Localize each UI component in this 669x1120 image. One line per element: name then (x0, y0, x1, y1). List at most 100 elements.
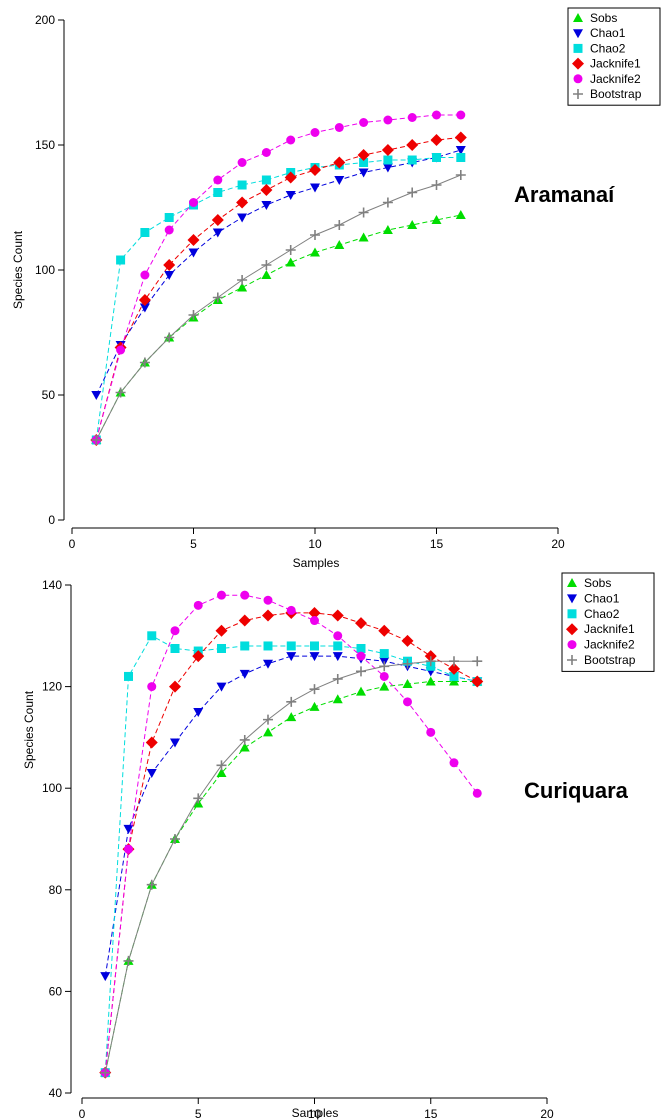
chart-aramanai-legend-label: Sobs (590, 11, 617, 25)
chart-curiquara-point-chao1 (263, 659, 273, 669)
chart-curiquara-point-chao2 (449, 671, 459, 681)
chart-aramanai-series-jacknife2 (91, 110, 466, 445)
chart-curiquara-legend-box (561, 572, 655, 672)
chart-curiquara-point-sobs (263, 727, 273, 737)
chart-curiquara-point-bootstrap (286, 696, 297, 707)
chart-aramanai-series-bootstrap (91, 170, 466, 445)
chart-curiquara-point-jacknife1 (238, 614, 251, 627)
chart-curiquara-x-tick-label: 5 (195, 1107, 202, 1120)
chart-curiquara-point-chao2 (240, 641, 250, 651)
chart-curiquara-point-bootstrap (356, 666, 366, 677)
chart-curiquara-point-bootstrap (472, 656, 483, 667)
chart-aramanai-point-sobs (358, 232, 369, 242)
chart-curiquara-site-label: Curiquara (524, 778, 629, 803)
chart-aramanai-point-chao2 (383, 155, 393, 165)
chart-aramanai-point-chao2 (140, 228, 150, 237)
chart-curiquara-point-bootstrap (239, 734, 250, 745)
chart-aramanai-point-jacknife2 (237, 158, 247, 167)
chart-aramanai-line-chao1 (95, 149, 461, 396)
chart-aramanai-point-chao2 (237, 180, 247, 190)
chart-aramanai-point-chao1 (382, 163, 393, 173)
chart-curiquara-y-tick-label: 80 (49, 883, 63, 897)
chart-curiquara-point-bootstrap (146, 879, 157, 890)
chart-curiquara-point-chao2 (286, 641, 296, 651)
chart-aramanai: 0 50 100 150 200 0 5 10 15 20 Samples Species Cou… (11, 7, 661, 570)
chart-curiquara-legend-marker (566, 623, 578, 636)
chart-curiquara-point-jacknife2 (333, 631, 343, 641)
chart-curiquara-point-jacknife2 (449, 758, 459, 768)
chart-aramanai-point-jacknife2 (261, 148, 271, 157)
chart-aramanai-point-jacknife1 (163, 259, 176, 271)
chart-aramanai-point-chao2 (359, 158, 369, 167)
chart-aramanai-point-jacknife2 (334, 123, 344, 132)
chart-aramanai-point-chao2 (407, 155, 417, 165)
chart-aramanai-point-sobs (455, 210, 466, 219)
chart-aramanai-point-chao1 (310, 183, 320, 193)
chart-curiquara-point-jacknife2 (356, 651, 366, 661)
chart-curiquara-x-tick-label: 20 (540, 1107, 554, 1120)
chart-curiquara-point-jacknife2 (170, 626, 180, 636)
chart-aramanai-point-jacknife1 (309, 164, 321, 176)
chart-curiquara-point-bootstrap (100, 1067, 111, 1078)
chart-aramanai-point-jacknife2 (286, 135, 296, 145)
chart-aramanai-y-tick-label: 50 (42, 388, 56, 402)
chart-curiquara-point-bootstrap (379, 661, 390, 672)
chart-aramanai-point-chao2 (456, 153, 466, 162)
chart-aramanai-point-bootstrap (285, 245, 296, 255)
chart-aramanai-legend-box (567, 7, 661, 106)
chart-aramanai-point-chao1 (285, 191, 296, 200)
chart-curiquara-line-bootstrap (104, 660, 478, 1073)
chart-curiquara-point-jacknife1 (331, 609, 344, 622)
chart-aramanai-y-tick-label: 150 (35, 138, 55, 152)
chart-curiquara-legend-marker (567, 609, 577, 619)
chart-curiquara-line-jacknife1 (104, 612, 478, 1073)
chart-aramanai-point-chao2 (261, 175, 271, 185)
chart-aramanai-x-tick-label: 10 (308, 537, 322, 551)
chart-aramanai-point-bootstrap (407, 187, 418, 198)
chart-aramanai-legend-marker (572, 57, 584, 70)
chart-aramanai-point-chao1 (188, 248, 199, 258)
chart-aramanai-point-chao1 (164, 271, 175, 280)
chart-curiquara-point-bootstrap (216, 760, 227, 771)
chart-curiquara-legend-marker (567, 655, 577, 665)
chart-aramanai-point-sobs (237, 282, 248, 292)
chart-curiquara-line-sobs (104, 681, 478, 1073)
chart-aramanai-point-jacknife1 (357, 149, 370, 161)
chart-aramanai-series-jacknife1 (90, 131, 467, 446)
chart-curiquara-grid-axes: 40 60 80 100 120 140 0 5 10 15 20 (42, 578, 554, 1120)
chart-curiquara-point-jacknife2 (310, 616, 319, 626)
chart-curiquara-point-chao2 (333, 641, 343, 651)
chart-aramanai-point-jacknife1 (211, 214, 224, 226)
chart-aramanai-legend-label: Jacknife2 (590, 72, 641, 86)
chart-aramanai-point-sobs (334, 240, 345, 249)
chart-aramanai-point-jacknife2 (116, 345, 126, 355)
chart-curiquara-point-jacknife1 (192, 650, 205, 663)
chart-aramanai-point-jacknife1 (187, 234, 200, 246)
chart-curiquara-point-bootstrap (309, 684, 320, 695)
chart-curiquara-point-sobs (356, 686, 366, 696)
chart-aramanai-point-sobs (431, 215, 442, 224)
chart-curiquara-point-sobs (216, 767, 227, 777)
chart-curiquara-point-sobs (402, 679, 413, 689)
chart-curiquara-point-jacknife2 (124, 844, 133, 854)
chart-curiquara-x-tick-label: 0 (79, 1107, 86, 1120)
chart-curiquara-point-chao2 (310, 641, 319, 651)
chart-aramanai-point-bootstrap (334, 220, 345, 230)
chart-aramanai-legend-label: Jacknife1 (590, 57, 641, 71)
chart-aramanai-point-bootstrap (212, 292, 223, 303)
chart-curiquara-point-sobs (332, 694, 343, 704)
chart-curiquara-y-tick-label: 60 (49, 984, 63, 998)
chart-aramanai-legend-marker (573, 29, 583, 39)
chart-aramanai-point-chao2 (164, 213, 174, 222)
chart-aramanai-point-jacknife2 (456, 110, 466, 120)
chart-aramanai-legend-label: Chao1 (590, 26, 626, 40)
chart-aramanai-point-chao1 (334, 176, 345, 185)
chart-curiquara-y-tick-label: 100 (42, 781, 62, 795)
chart-aramanai-y-tick-label: 100 (35, 263, 55, 277)
chart-curiquara-series-bootstrap (100, 656, 483, 1078)
chart-curiquara-point-sobs (425, 676, 436, 686)
chart-curiquara-point-chao1 (170, 738, 180, 748)
chart-aramanai-grid-axes: 0 50 100 150 200 0 5 10 15 20 (35, 13, 565, 551)
